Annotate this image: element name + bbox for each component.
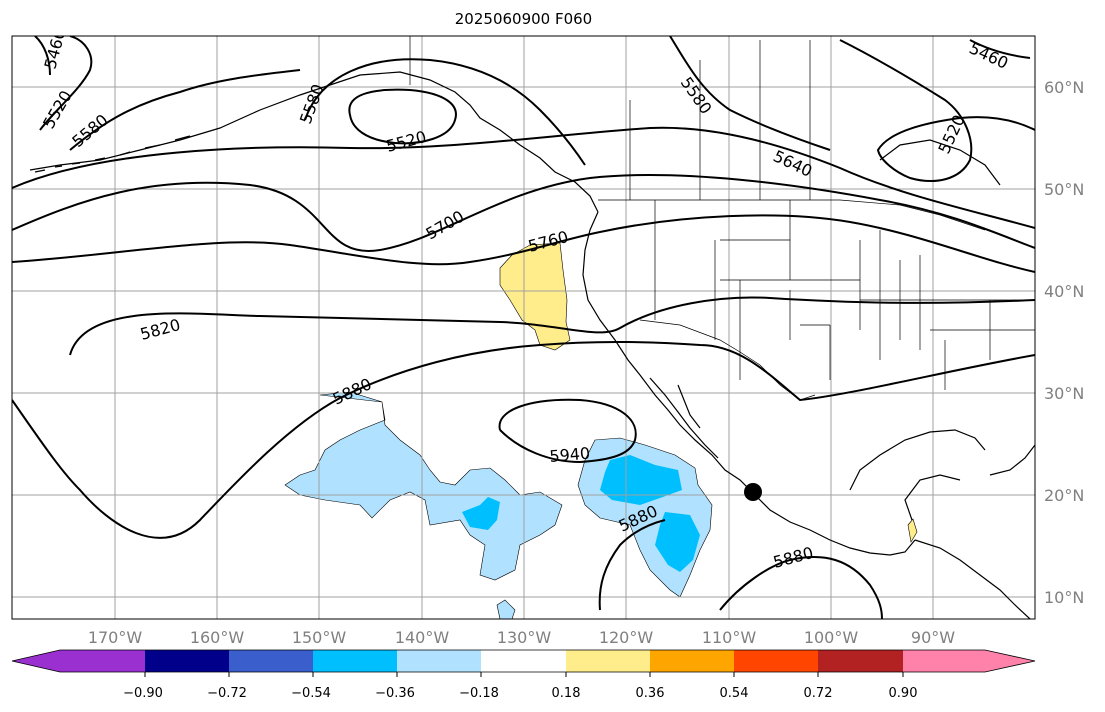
colorbar-segment xyxy=(818,650,903,672)
anomaly-region-light-blue-south xyxy=(496,599,516,619)
lon-label: 130°W xyxy=(497,628,552,647)
colorbar-outline xyxy=(11,649,1036,673)
colorbar-tick-label: 0.72 xyxy=(804,686,833,701)
anomaly-region-light-blue-west xyxy=(284,391,563,581)
colorbar-tick-label: −0.90 xyxy=(123,686,163,701)
lon-label: 170°W xyxy=(88,628,143,647)
political-boundaries xyxy=(409,36,1035,401)
contour-5520-west xyxy=(39,36,93,131)
anomaly-region-blue-west xyxy=(462,497,500,530)
contour-label: 5520 xyxy=(934,112,968,157)
coastlines xyxy=(29,71,1035,619)
colorbar-tick-label: 0.54 xyxy=(720,686,749,701)
map-area: 5460 5520 5580 5580 5520 5580 5640 5520 … xyxy=(12,27,1035,619)
contour-label: 5460 xyxy=(966,38,1011,72)
baja-california xyxy=(649,377,719,459)
colorbar-tick-label: −0.54 xyxy=(291,686,331,701)
colorbar-tick-labels: −0.90 −0.72 −0.54 −0.36 −0.18 0.18 0.36 … xyxy=(123,686,917,701)
colorbar-segment xyxy=(145,650,229,672)
contour-label: 5580 xyxy=(296,82,328,127)
contour-5880-south-east xyxy=(719,556,883,619)
anomaly-region-yellow xyxy=(499,242,571,351)
contour-5880-north xyxy=(12,340,1035,539)
lon-label: 160°W xyxy=(190,628,245,647)
colorbar-segment-extend-high xyxy=(903,650,1035,672)
colorbar-tick-label: 0.36 xyxy=(636,686,665,701)
colorbar-ticks xyxy=(144,672,904,677)
colorbar-tick-label: −0.36 xyxy=(375,686,415,701)
us-mexico-border xyxy=(639,319,816,401)
contour-label: 5880 xyxy=(771,543,815,572)
contour-5940 xyxy=(498,398,637,464)
contour-label: 5580 xyxy=(68,110,111,151)
lon-label: 100°W xyxy=(804,628,859,647)
colorbar-segment xyxy=(397,650,481,672)
us-canada-border xyxy=(598,199,986,231)
hudson-bay-coast xyxy=(879,139,1001,186)
colorbar-segment xyxy=(650,650,734,672)
contour-label: 5940 xyxy=(549,444,591,466)
lat-label: 60°N xyxy=(1044,78,1084,97)
contour-label: 5580 xyxy=(677,73,716,117)
contour-5640 xyxy=(12,126,1035,229)
anomaly-region-blue-east xyxy=(600,455,700,572)
lat-label: 20°N xyxy=(1044,486,1084,505)
map-frame xyxy=(11,35,1036,620)
contour-label: 5700 xyxy=(423,207,468,244)
anomaly-region-yellow-small xyxy=(907,518,918,543)
latitude-labels: 60°N 50°N 40°N 30°N 20°N 10°N xyxy=(1044,78,1084,607)
lat-label: 40°N xyxy=(1044,282,1084,301)
colorbar-segment xyxy=(734,650,818,672)
colorbar-segment xyxy=(229,650,313,672)
contour-label: 5460 xyxy=(41,27,70,71)
colorbar-segment xyxy=(481,650,566,672)
height-contours xyxy=(12,36,1035,619)
lon-label: 90°W xyxy=(911,628,955,647)
aleutian-islands xyxy=(34,135,191,173)
colorbar-segment-extend-low xyxy=(12,650,145,672)
anomaly-shading xyxy=(284,242,918,619)
lon-label: 120°W xyxy=(599,628,654,647)
lat-label: 10°N xyxy=(1044,588,1084,607)
lon-label: 150°W xyxy=(292,628,347,647)
colorbar xyxy=(11,649,1036,673)
colorbar-segment xyxy=(313,650,397,672)
contour-5880-south-west xyxy=(598,519,666,611)
gulf-coast xyxy=(849,429,1035,521)
colorbar-tick-label: −0.72 xyxy=(207,686,247,701)
west-coast xyxy=(582,211,916,556)
storm-center-marker xyxy=(744,483,762,501)
contour-label: 5520 xyxy=(39,87,76,132)
contour-5700 xyxy=(12,174,1035,253)
contour-5520-low xyxy=(348,88,457,145)
contour-label: 5820 xyxy=(138,315,182,344)
central-america-coast xyxy=(914,539,1031,619)
contour-5460-west xyxy=(34,36,51,76)
contour-5520-east xyxy=(839,39,1035,182)
colorbar-tick-label: 0.18 xyxy=(552,686,581,701)
contour-5580-gulf xyxy=(304,58,586,166)
lat-label: 30°N xyxy=(1044,384,1084,403)
contour-5760 xyxy=(12,214,1035,273)
contour-5820 xyxy=(69,296,1035,356)
graticule xyxy=(12,36,1035,619)
contour-5580-west xyxy=(69,69,301,151)
lat-label: 50°N xyxy=(1044,180,1084,199)
contour-5580-canada xyxy=(669,36,831,151)
chart-title: 2025060900 F060 xyxy=(454,10,593,28)
contour-label: 5880 xyxy=(330,374,375,408)
contour-5460-east xyxy=(969,39,1031,59)
lon-label: 110°W xyxy=(702,628,757,647)
colorbar-tick-label: −0.18 xyxy=(459,686,499,701)
lon-label: 140°W xyxy=(395,628,450,647)
colorbar-segment xyxy=(566,650,650,672)
state-lines xyxy=(654,200,1035,390)
colorbar-tick-label: 0.90 xyxy=(889,686,918,701)
longitude-labels: 170°W 160°W 150°W 140°W 130°W 120°W 110°… xyxy=(88,628,955,647)
